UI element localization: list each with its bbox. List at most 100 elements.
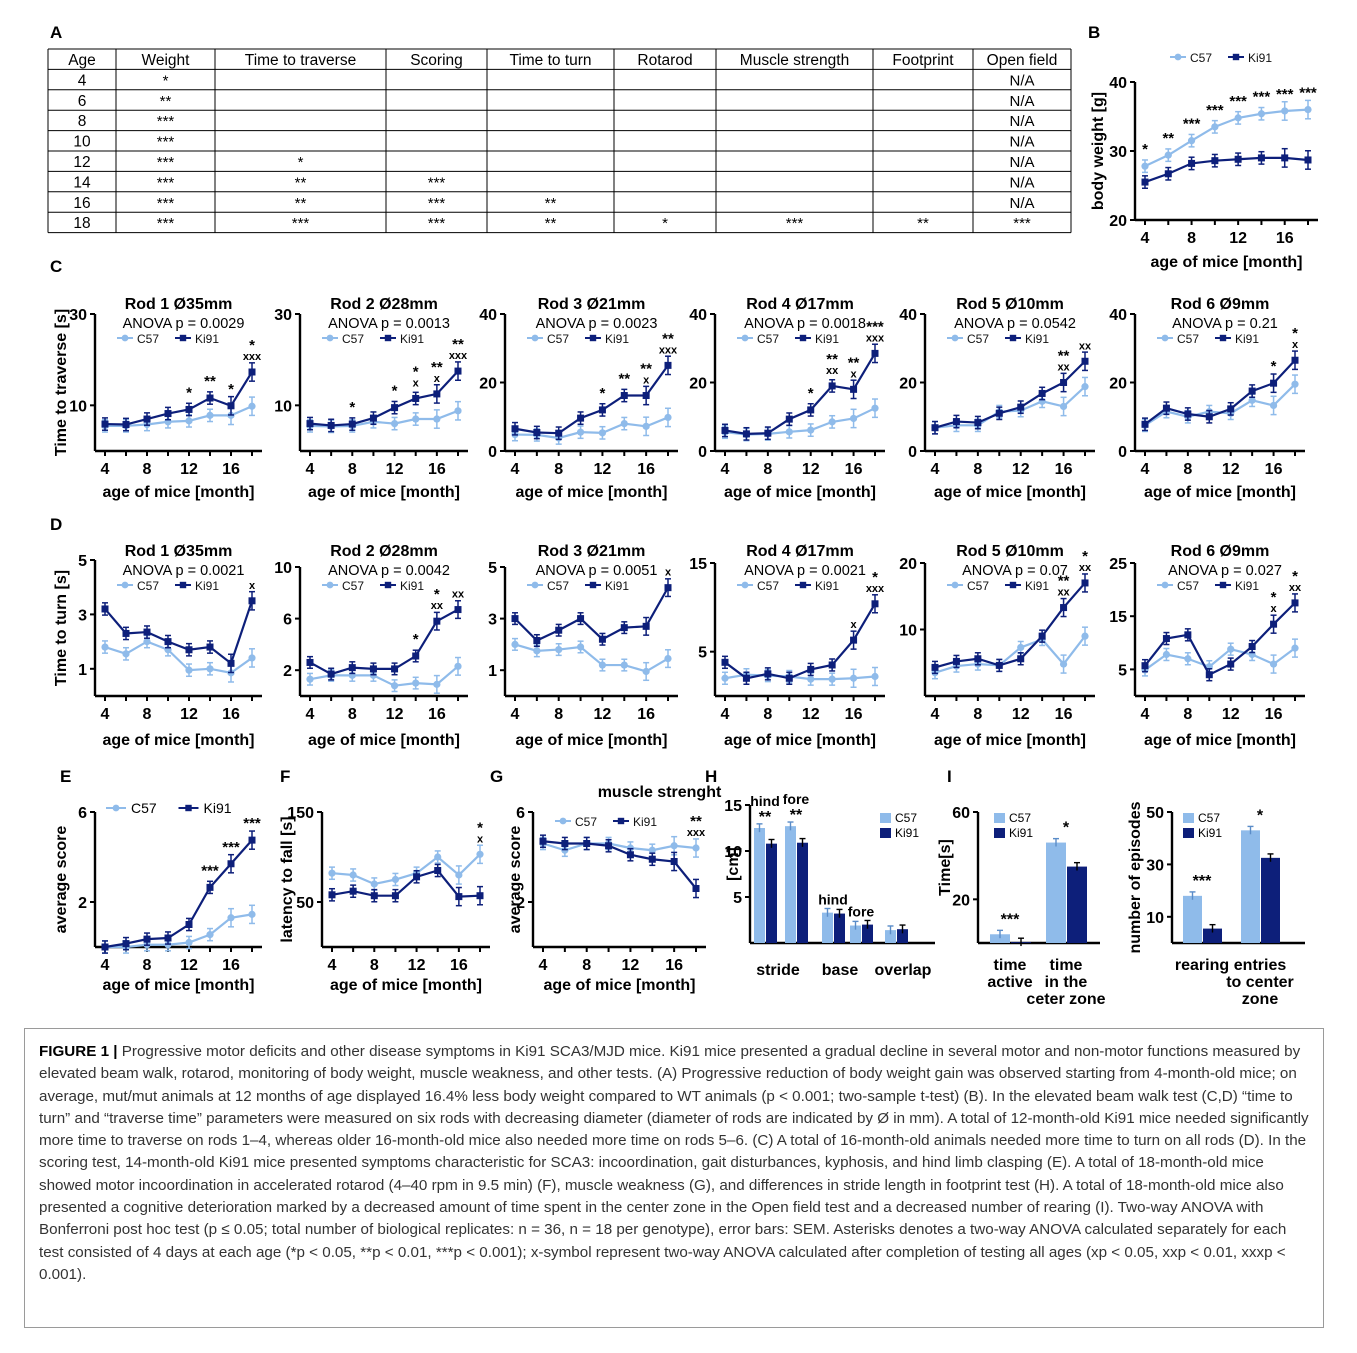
- bar-sublabel: hind: [818, 892, 848, 908]
- table-cell: N/A: [1009, 72, 1034, 89]
- x-tick-label: 12: [180, 957, 198, 974]
- data-point-ki91: [1162, 404, 1170, 412]
- significance-mark: *: [413, 363, 419, 380]
- y-tick-label: 30: [1109, 144, 1127, 161]
- y-tick-label: 20: [1109, 213, 1127, 230]
- x-tick-label: 8: [1183, 461, 1192, 478]
- table-cell: *: [298, 154, 304, 171]
- series-line-c57: [542, 842, 697, 852]
- data-point-ki91: [664, 361, 672, 369]
- significance-mark: xx: [1079, 340, 1092, 352]
- significance-mark: xx: [431, 600, 444, 612]
- legend-label-c57: C57: [967, 579, 989, 593]
- x-axis-label: age of mice [month]: [308, 484, 460, 501]
- anova-label: ANOVA p = 0.0542: [954, 316, 1076, 332]
- x-category-label-line: time: [994, 957, 1027, 974]
- x-tick-label: 12: [1222, 706, 1240, 723]
- legend-swatch: [1183, 828, 1194, 838]
- data-point-ki91: [742, 430, 750, 438]
- data-point-ki91: [995, 409, 1003, 417]
- x-tick-label: 16: [222, 957, 240, 974]
- significance-mark: **: [1162, 130, 1174, 147]
- significance-mark: xx: [1057, 587, 1070, 599]
- bar-ki91: [797, 842, 808, 943]
- legend-swatch-marker: [1174, 53, 1182, 61]
- significance-mark: xx: [1057, 362, 1070, 374]
- table-cell: ***: [428, 195, 446, 212]
- significance-mark: x: [851, 368, 858, 380]
- x-category-label: overlap: [875, 962, 932, 979]
- x-tick-label: 4: [721, 706, 730, 723]
- chart-c1: 10 30 4 8 12 16 age of mice [month] Time to tra…: [53, 296, 262, 501]
- data-point-ki91: [1164, 170, 1172, 178]
- table-cell: ***: [428, 174, 446, 191]
- y-tick-label: 60: [952, 805, 970, 822]
- data-point-ki91: [561, 840, 569, 847]
- data-point-c57: [101, 643, 109, 651]
- bar-c57: [885, 930, 896, 943]
- x-tick-label: 8: [348, 461, 357, 478]
- x-tick-label: 8: [1183, 706, 1192, 723]
- legend-swatch-marker: [1161, 334, 1169, 342]
- data-point-ki91: [248, 368, 256, 376]
- data-point-ki91: [511, 425, 519, 433]
- table-cell: N/A: [1009, 195, 1034, 212]
- legend-swatch-marker: [799, 334, 807, 342]
- series-line-ki91: [724, 603, 876, 680]
- x-tick-label: 4: [721, 461, 730, 478]
- data-point-ki91: [583, 840, 591, 847]
- legend-swatch-marker: [617, 817, 625, 825]
- chart-d6: 5 15 25 4 8 12 16 age of mice [month] Rod 6 Ø9mm…: [1109, 543, 1305, 749]
- legend-swatch-marker: [121, 334, 129, 342]
- y-tick-label: 5: [488, 560, 497, 577]
- y-tick-label: 1: [488, 663, 497, 680]
- data-point-ki91: [1060, 604, 1068, 612]
- data-point-c57: [306, 675, 314, 683]
- x-tick-label: 12: [180, 706, 198, 723]
- data-point-c57: [433, 680, 441, 688]
- legend-label-ki91: Ki91: [815, 332, 839, 346]
- bar-c57: [1046, 842, 1066, 943]
- data-point-ki91: [871, 349, 879, 357]
- data-point-ki91: [327, 670, 335, 678]
- y-tick-label: 20: [1109, 376, 1127, 393]
- significance-mark: *: [1271, 358, 1277, 375]
- x-tick-label: 12: [386, 706, 404, 723]
- significance-mark: *: [349, 399, 355, 416]
- significance-mark: *: [1142, 141, 1148, 158]
- x-tick-label: 8: [763, 461, 772, 478]
- data-point-ki91: [1304, 156, 1312, 164]
- figure-caption: FIGURE 1 | Progressive motor deficits an…: [24, 1028, 1324, 1328]
- data-point-ki91: [1270, 379, 1278, 387]
- chart-f: 50 150 4 8 12 16 age of mice [month] latency to…: [279, 805, 490, 994]
- x-tick-label: 12: [594, 461, 612, 478]
- data-point-c57: [620, 420, 628, 428]
- data-point-ki91: [248, 836, 256, 844]
- x-axis-label: age of mice [month]: [102, 732, 254, 749]
- bar-c57: [785, 826, 796, 943]
- data-point-ki91: [143, 628, 151, 636]
- panel-label-g: G: [490, 767, 503, 786]
- legend-label: Ki91: [895, 826, 919, 840]
- legend-swatch-marker: [384, 334, 392, 342]
- y-tick-label: 20: [479, 376, 497, 393]
- significance-mark: *: [413, 631, 419, 648]
- x-axis-label: age of mice [month]: [515, 484, 667, 501]
- anova-label: ANOVA p = 0.21: [1172, 316, 1278, 332]
- y-axis-label: body weight [g]: [1090, 92, 1107, 210]
- data-point-c57: [1291, 644, 1299, 652]
- x-tick-label: 8: [554, 461, 563, 478]
- data-point-ki91: [642, 392, 650, 400]
- chart-title: Rod 5 Ø10mm: [956, 296, 1064, 313]
- data-point-ki91: [1141, 662, 1149, 670]
- y-axis-label: Time[s]: [937, 839, 954, 896]
- y-tick-label: 150: [287, 805, 314, 822]
- significance-mark: ***: [1206, 102, 1224, 119]
- series-line-ki91: [542, 840, 697, 890]
- panel-label-i: I: [947, 767, 952, 786]
- panel-label-e: E: [60, 767, 71, 786]
- bar-sublabel: fore: [783, 791, 810, 807]
- data-point-ki91: [995, 661, 1003, 669]
- x-category-label-line: to center: [1226, 974, 1294, 991]
- data-point-ki91: [850, 385, 858, 393]
